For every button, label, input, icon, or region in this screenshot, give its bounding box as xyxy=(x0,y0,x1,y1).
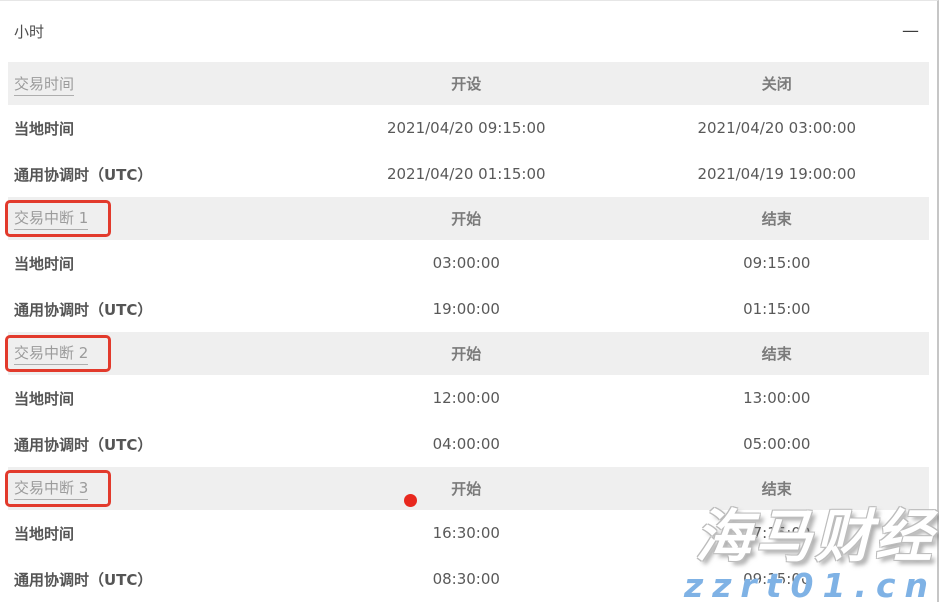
time-value-start: 08:30:00 xyxy=(432,570,500,588)
column-header-end: 结束 xyxy=(761,210,792,228)
row-label: 通用协调时（UTC） xyxy=(14,165,153,184)
time-value-end: 05:00:00 xyxy=(743,435,811,453)
section-title-link[interactable]: 交易中断 2 xyxy=(14,344,89,365)
table-row: 当地时间 16:30:00 17:15:00 xyxy=(8,510,929,556)
time-value-end: 2021/04/19 19:00:00 xyxy=(697,165,857,183)
row-label: 通用协调时（UTC） xyxy=(14,300,153,319)
column-header-start: 开设 xyxy=(451,75,482,93)
row-label-cell: 当地时间 xyxy=(8,523,308,544)
column-header-start: 开始 xyxy=(451,210,482,228)
section-title-link[interactable]: 交易中断 3 xyxy=(14,479,89,500)
time-value-start: 12:00:00 xyxy=(432,389,500,407)
table-row: 通用协调时（UTC） 2021/04/20 01:15:00 2021/04/19 … xyxy=(8,151,929,197)
row-label-cell: 通用协调时（UTC） xyxy=(8,569,308,590)
section-header-row: 交易中断 3 开始 结束 xyxy=(5,467,929,510)
row-label: 当地时间 xyxy=(14,524,75,543)
row-label: 当地时间 xyxy=(14,254,75,273)
section-header-row: 交易中断 1 开始 结束 xyxy=(5,197,929,240)
time-value-start: 03:00:00 xyxy=(432,254,500,272)
time-value-end: 09:15:00 xyxy=(743,570,811,588)
table-row: 当地时间 03:00:00 09:15:00 xyxy=(8,240,929,286)
time-value-end: 17:15:00 xyxy=(743,524,811,542)
section-label-cell: 交易时间 xyxy=(8,73,308,96)
column-header-end: 结束 xyxy=(761,345,792,363)
time-value-end: 2021/04/20 03:00:00 xyxy=(697,119,857,137)
red-highlight-box: 交易中断 3 xyxy=(5,470,112,507)
row-label: 当地时间 xyxy=(14,389,75,408)
row-label-cell: 通用协调时（UTC） xyxy=(8,299,308,320)
section-title-link[interactable]: 交易中断 1 xyxy=(14,209,89,230)
section-header-row: 交易时间 开设 关闭 xyxy=(8,62,929,105)
row-label: 当地时间 xyxy=(14,119,75,138)
row-label-cell: 通用协调时（UTC） xyxy=(8,434,308,455)
table-row: 当地时间 2021/04/20 09:15:00 2021/04/20 03:00:… xyxy=(8,105,929,151)
section-label-cell: 交易中断 1 xyxy=(5,200,308,237)
table-row: 当地时间 12:00:00 13:00:00 xyxy=(8,375,929,421)
panel-title: 小时 xyxy=(14,23,45,41)
section-header-row: 交易中断 2 开始 结束 xyxy=(5,332,929,375)
time-value-end: 13:00:00 xyxy=(743,389,811,407)
section-label-cell: 交易中断 3 xyxy=(5,470,308,507)
column-header-end: 结束 xyxy=(761,480,792,498)
time-value-end: 09:15:00 xyxy=(743,254,811,272)
trading-hours-table: 交易时间 开设 关闭当地时间 2021/04/20 09:15:00 2021/04/2… xyxy=(5,62,929,602)
time-value-start: 04:00:00 xyxy=(432,435,500,453)
panel-title-bar: 小时 — xyxy=(0,1,937,62)
column-header-start: 开始 xyxy=(451,345,482,363)
time-value-start: 19:00:00 xyxy=(432,300,500,318)
section-title-link[interactable]: 交易时间 xyxy=(14,75,75,96)
section-label-cell: 交易中断 2 xyxy=(5,335,308,372)
red-dot-annotation xyxy=(404,494,417,507)
row-label-cell: 通用协调时（UTC） xyxy=(8,164,308,185)
time-value-start: 2021/04/20 09:15:00 xyxy=(386,119,546,137)
red-highlight-box: 交易中断 1 xyxy=(5,200,112,237)
collapse-minus-icon[interactable]: — xyxy=(902,21,919,41)
red-highlight-box: 交易中断 2 xyxy=(5,335,112,372)
row-label-cell: 当地时间 xyxy=(8,253,308,274)
table-row: 通用协调时（UTC） 19:00:00 01:15:00 xyxy=(8,286,929,332)
table-row: 通用协调时（UTC） 04:00:00 05:00:00 xyxy=(8,421,929,467)
time-value-start: 2021/04/20 01:15:00 xyxy=(386,165,546,183)
table-row: 通用协调时（UTC） 08:30:00 09:15:00 xyxy=(8,556,929,602)
row-label: 通用协调时（UTC） xyxy=(14,570,153,589)
column-header-start: 开始 xyxy=(451,480,482,498)
row-label-cell: 当地时间 xyxy=(8,388,308,409)
row-label-cell: 当地时间 xyxy=(8,118,308,139)
time-value-start: 16:30:00 xyxy=(432,524,500,542)
column-header-end: 关闭 xyxy=(761,75,792,93)
row-label: 通用协调时（UTC） xyxy=(14,435,153,454)
time-value-end: 01:15:00 xyxy=(743,300,811,318)
